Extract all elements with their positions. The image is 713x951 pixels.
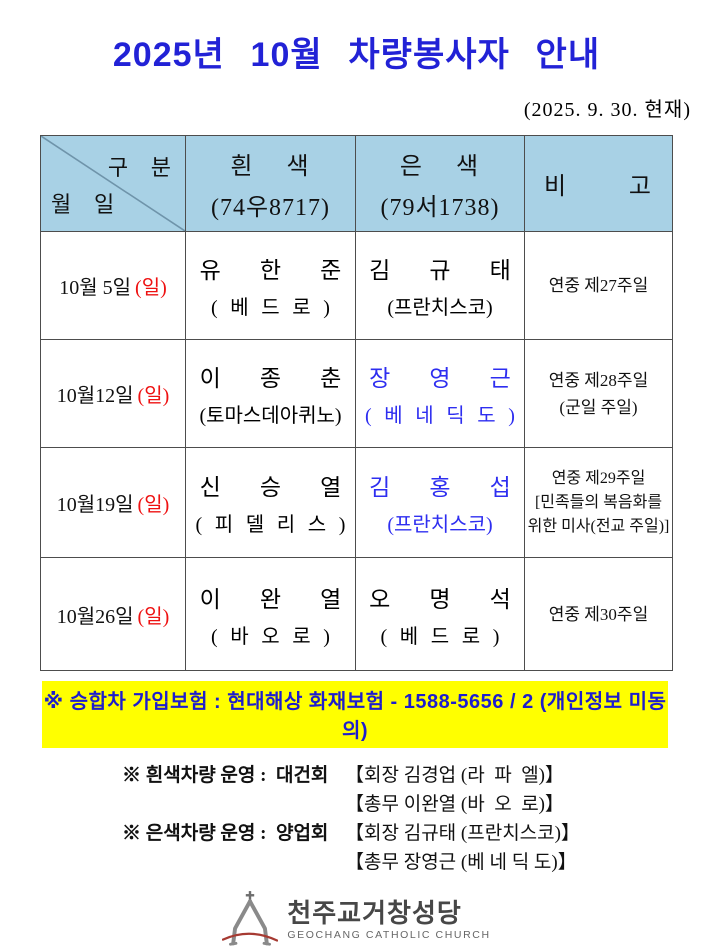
silver-driver-cell: 장 영 근 ( 베 네 딕 도 ): [355, 339, 525, 448]
diagonal-line: [41, 136, 185, 231]
silver-driver-cell: 김 규 태 (프란치스코): [355, 231, 525, 340]
baptismal-name: ( 베 네 딕 도 ): [365, 405, 515, 427]
as-of-date: (2025. 9. 30. 현재): [523, 99, 691, 121]
schedule-date: 10월 5일 (일): [40, 231, 186, 340]
date-text: 10월19일: [56, 494, 134, 516]
page-title: 2025년 10월 차량봉사자 안내: [112, 36, 601, 74]
driver: 김 홍 섭 (프란치스코): [356, 468, 524, 537]
operator-detail: 【회장 김규태 (프란치스코)】: [345, 823, 580, 844]
driver-name: 이 종 춘: [199, 366, 342, 391]
schedule-date: 10월12일 (일): [40, 339, 186, 448]
church-name-english: GEOCHANG CATHOLIC CHURCH: [287, 929, 491, 941]
remark-line: 연중 제28주일: [548, 370, 649, 390]
remark-cell: 연중 제30주일: [524, 557, 673, 671]
baptismal-name: ( 베 드 로 ): [211, 297, 330, 319]
baptismal-name: ( 바 오 로 ): [211, 625, 330, 648]
operator-label: [122, 790, 345, 819]
sunday-label: (일): [137, 605, 170, 628]
header-category-label: 구 분: [107, 155, 173, 180]
table-row: 10월19일 (일) 신 승 열 ( 피 델 리 스 ) 김 홍 섭 (프란치스코…: [40, 447, 673, 558]
operator-label: ※ 은색차량 운영 : 양업회: [122, 823, 329, 844]
driver-name: 오 명 석: [369, 586, 511, 612]
silver-car-plate: (79서1738): [380, 194, 500, 221]
church-icon: [222, 891, 279, 946]
driver: 장 영 근 ( 베 네 딕 도 ): [356, 359, 524, 428]
header-remarks: 비 고: [524, 135, 673, 232]
driver-name: 신 승 열: [199, 475, 342, 500]
schedule-table: 구 분 월 일 흰 색 (74우8717) 은 색 (79서1738) 비 고 …: [40, 135, 673, 671]
silver-driver-cell: 오 명 석 ( 베 드 로 ): [355, 557, 525, 671]
remark-cell: 연중 제27주일: [524, 231, 673, 340]
remark-cell: 연중 제28주일 (군일 주일): [524, 339, 673, 448]
header-white-car: 흰 색 (74우8717): [185, 135, 356, 232]
operator-line: ※ 흰색차량 운영 : 대건회 【회장 김경업 (라 파 엘)】: [122, 761, 713, 790]
white-driver-cell: 이 종 춘 (토마스데아퀴노): [185, 339, 356, 448]
schedule-date: 10월26일 (일): [40, 557, 186, 671]
sunday-label: (일): [137, 385, 170, 407]
operator-line: ※ 은색차량 운영 : 양업회 【회장 김규태 (프란치스코)】: [122, 819, 713, 848]
operator-line: 【총무 이완열 (바 오 로)】: [122, 790, 713, 819]
date-text: 10월12일: [56, 385, 134, 407]
operator-detail: 【총무 장영근 (베 네 딕 도)】: [345, 852, 577, 873]
driver-name: 이 완 열: [199, 586, 342, 612]
remark-line: 위한 미사(전교 주일)]: [527, 517, 670, 535]
driver: 김 규 태 (프란치스코): [356, 251, 524, 320]
remark-line: [민족들의 복음화를: [534, 493, 663, 511]
header-row: 구 분 월 일 흰 색 (74우8717) 은 색 (79서1738) 비 고: [40, 135, 673, 232]
baptismal-name: (프란치스코): [387, 297, 493, 319]
operator-label: ※ 흰색차량 운영 : 대건회: [122, 765, 329, 786]
remark-line: 연중 제29주일: [551, 469, 646, 487]
white-driver-cell: 유 한 준 ( 베 드 로 ): [185, 231, 356, 340]
baptismal-name: (토마스데아퀴노): [199, 405, 342, 427]
table-row: 10월26일 (일) 이 완 열 ( 바 오 로 ) 오 명 석 ( 베 드 로 …: [40, 557, 673, 671]
document-page: 2025년 10월 차량봉사자 안내 (2025. 9. 30. 현재) 구 분…: [0, 27, 713, 946]
operator-line: 【총무 장영근 (베 네 딕 도)】: [122, 848, 713, 877]
remark-line: 연중 제30주일: [548, 604, 649, 624]
driver: 이 완 열 ( 바 오 로 ): [186, 580, 355, 649]
white-car-label: 흰 색: [230, 153, 311, 180]
white-driver-cell: 이 완 열 ( 바 오 로 ): [185, 557, 356, 671]
operator-detail: 【회장 김경업 (라 파 엘)】: [345, 765, 564, 786]
schedule-date: 10월19일 (일): [40, 447, 186, 558]
driver: 신 승 열 ( 피 델 리 스 ): [186, 468, 355, 537]
table-row: 10월 5일 (일) 유 한 준 ( 베 드 로 ) 김 규 태 (프란치스코) …: [40, 231, 673, 340]
driver-name: 유 한 준: [199, 258, 342, 283]
church-logo-text: 천주교거창성당 GEOCHANG CATHOLIC CHURCH: [287, 899, 490, 941]
insurance-notice: ※ 승합차 가입보험 : 현대해상 화재보험 - 1588-5656 / 2 (…: [42, 681, 668, 748]
baptismal-name: ( 베 드 로 ): [380, 625, 500, 648]
driver-name: 장 영 근: [369, 366, 511, 391]
date-text: 10월26일: [56, 605, 134, 628]
table-row: 10월12일 (일) 이 종 춘 (토마스데아퀴노) 장 영 근 ( 베 네 딕 …: [40, 339, 673, 448]
header-corner-cell: 구 분 월 일: [40, 135, 186, 232]
silver-car-label: 은 색: [399, 153, 481, 180]
remarks-label: 비 고: [544, 174, 653, 200]
white-driver-cell: 신 승 열 ( 피 델 리 스 ): [185, 447, 356, 558]
baptismal-name: ( 피 델 리 스 ): [195, 514, 346, 536]
operator-detail: 【총무 이완열 (바 오 로)】: [345, 794, 564, 815]
header-date-label: 월 일: [51, 192, 117, 217]
date-text: 10월 5일: [59, 277, 132, 299]
sunday-label: (일): [135, 277, 167, 299]
driver-name: 김 규 태: [369, 258, 511, 283]
operators-section: ※ 흰색차량 운영 : 대건회 【회장 김경업 (라 파 엘)】 【총무 이완열…: [0, 761, 713, 877]
driver: 유 한 준 ( 베 드 로 ): [186, 251, 355, 320]
operator-label: [122, 848, 345, 877]
driver-name: 김 홍 섭: [369, 475, 511, 500]
church-logo: 천주교거창성당 GEOCHANG CATHOLIC CHURCH: [0, 889, 713, 951]
driver: 오 명 석 ( 베 드 로 ): [356, 580, 524, 649]
church-name-korean: 천주교거창성당: [287, 898, 462, 928]
remark-line: 연중 제27주일: [548, 276, 649, 295]
remark-line: (군일 주일): [559, 397, 638, 417]
header-silver-car: 은 색 (79서1738): [355, 135, 525, 232]
sunday-label: (일): [137, 494, 170, 516]
baptismal-name: (프란치스코): [387, 514, 493, 536]
silver-driver-cell: 김 홍 섭 (프란치스코): [355, 447, 525, 558]
driver: 이 종 춘 (토마스데아퀴노): [186, 359, 355, 428]
remark-cell: 연중 제29주일 [민족들의 복음화를 위한 미사(전교 주일)]: [524, 447, 673, 558]
white-car-plate: (74우8717): [210, 194, 331, 221]
